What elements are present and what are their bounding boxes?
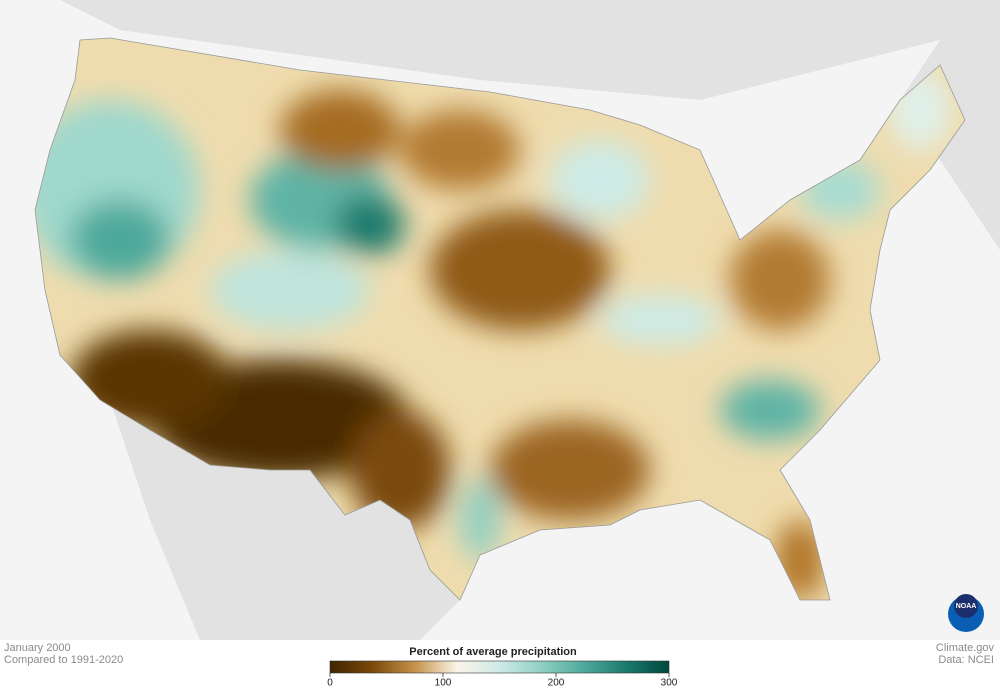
us-outline [34, 37, 966, 601]
legend-ticks: 0 100 200 300 [327, 673, 678, 689]
mexico [110, 400, 460, 640]
logo-text: NOAA [956, 603, 977, 610]
noaa-logo: NOAA [948, 594, 984, 632]
tick-label: 300 [661, 678, 678, 689]
colorbar [329, 660, 670, 674]
legend-title: Percent of average precipitation [409, 646, 577, 658]
tick-label: 0 [327, 678, 333, 689]
canada [0, 0, 1000, 250]
tick-label: 200 [548, 678, 565, 689]
credit-source: Climate.gov [936, 642, 995, 654]
tick-label: 100 [435, 678, 452, 689]
caption-baseline: Compared to 1991-2020 [4, 654, 123, 666]
credit-data: Data: NCEI [938, 654, 994, 666]
caption-date: January 2000 [4, 642, 71, 654]
